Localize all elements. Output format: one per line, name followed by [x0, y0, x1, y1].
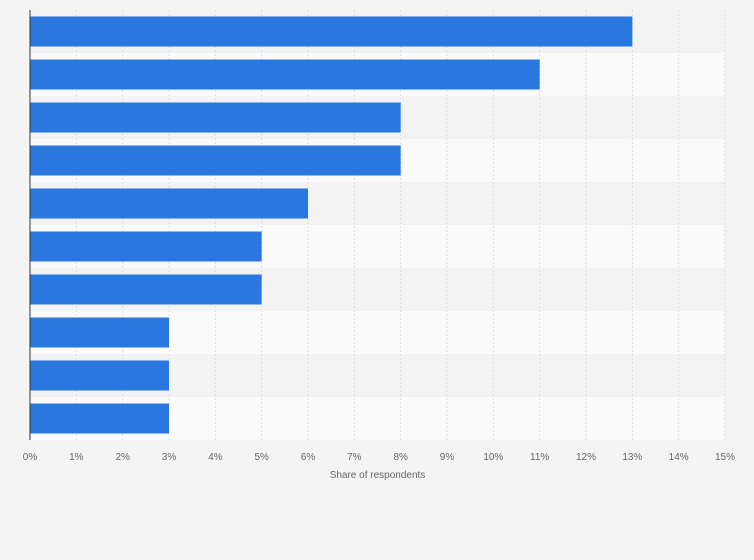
bars — [30, 16, 633, 434]
bar[interactable] — [30, 231, 262, 262]
bar[interactable] — [30, 16, 633, 47]
x-tick-label: 0% — [23, 452, 38, 463]
x-tick-label: 3% — [162, 452, 177, 463]
x-tick-label: 6% — [301, 452, 316, 463]
x-tick-label: 9% — [440, 452, 455, 463]
bar[interactable] — [30, 145, 401, 176]
bar[interactable] — [30, 317, 169, 348]
x-axis-ticks: 0% 1% 2% 3% 4% 5% 6% 7% 8% 9% 10% 11% 12% 13% 14% 15% — [23, 452, 735, 463]
bar[interactable] — [30, 274, 262, 305]
x-tick-label: 11% — [530, 452, 549, 463]
bar[interactable] — [30, 59, 540, 90]
x-tick-label: 7% — [347, 452, 362, 463]
x-tick-label: 14% — [669, 452, 689, 463]
bar[interactable] — [30, 188, 308, 219]
bar[interactable] — [30, 403, 169, 434]
x-tick-label: 4% — [208, 452, 223, 463]
x-tick-label: 2% — [115, 452, 130, 463]
x-axis-title: Share of respondents — [330, 470, 426, 481]
x-tick-label: 5% — [254, 452, 269, 463]
bar[interactable] — [30, 102, 401, 133]
x-tick-label: 8% — [393, 452, 408, 463]
x-tick-label: 12% — [576, 452, 596, 463]
x-tick-label: 1% — [69, 452, 84, 463]
x-tick-label: 15% — [715, 452, 735, 463]
bar[interactable] — [30, 360, 169, 391]
x-tick-label: 13% — [622, 452, 642, 463]
x-tick-label: 10% — [483, 452, 503, 463]
